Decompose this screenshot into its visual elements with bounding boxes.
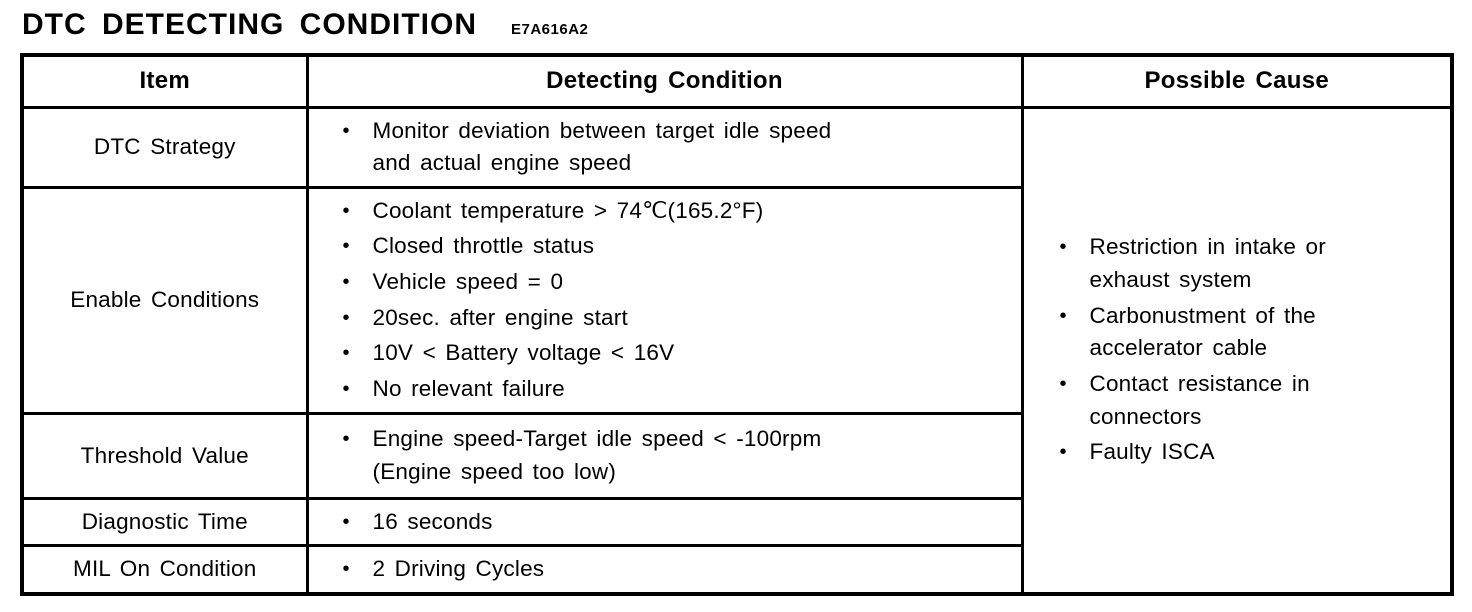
item-label-dtc-strategy: DTC Strategy bbox=[20, 105, 309, 189]
bullet-item: • 2 Driving Cycles bbox=[343, 553, 1011, 586]
bullet-icon: • bbox=[1059, 441, 1067, 464]
bullet-item: • Engine speed-Target idle speed < -100rp… bbox=[343, 423, 1011, 488]
bullet-item: • Faulty ISCA bbox=[1060, 436, 1441, 469]
table-row-enable-conditions: Enable Conditions • Coolant temperature >… bbox=[20, 185, 1452, 415]
bullet-text: Coolant temperature > 74℃(165.2°F) bbox=[372, 197, 764, 223]
bullet-item: • Vehicle speed = 0 bbox=[343, 266, 1011, 299]
bullet-text: Monitor deviation between target idle sp… bbox=[372, 117, 832, 176]
bullet-text: Closed throttle status bbox=[372, 233, 595, 259]
item-label-mil-on-condition: MIL On Condition bbox=[20, 544, 309, 596]
table-row-threshold-value: Threshold Value • Engine speed-Target idl… bbox=[20, 411, 1452, 500]
bullet-item: • Coolant temperature > 74℃(165.2°F) bbox=[343, 195, 1011, 228]
conditions-threshold-value: • Engine speed-Target idle speed < -100rp… bbox=[305, 411, 1024, 500]
bullet-item: • Carbonustment of the accelerator cable bbox=[1060, 300, 1441, 365]
bullet-text: Carbonustment of the accelerator cable bbox=[1089, 302, 1316, 361]
bullet-item: • Monitor deviation between target idle s… bbox=[343, 115, 1011, 180]
bullet-icon: • bbox=[342, 235, 350, 258]
bullet-text: No relevant failure bbox=[372, 375, 565, 401]
page-title: DTC DETECTING CONDITION bbox=[22, 8, 477, 41]
table-row-mil-on-condition: MIL On Condition • 2 Driving Cycles bbox=[20, 544, 1452, 596]
possible-cause-cell: • Restriction in intake or exhaust system… bbox=[1020, 105, 1454, 596]
bullet-item: • Closed throttle status bbox=[343, 230, 1011, 263]
bullet-text: Vehicle speed = 0 bbox=[372, 269, 564, 294]
bullet-text: 16 seconds bbox=[372, 508, 493, 534]
conditions-enable-conditions: • Coolant temperature > 74℃(165.2°F) • Clos… bbox=[305, 185, 1024, 415]
table-row-diagnostic-time: Diagnostic Time • 16 seconds bbox=[20, 496, 1452, 548]
col-header-possible-cause: Possible Cause bbox=[1020, 53, 1454, 109]
bullet-text: 20sec. after engine start bbox=[372, 304, 628, 330]
bullet-item: • 20sec. after engine start bbox=[343, 302, 1011, 335]
bullet-text: Engine speed-Target idle speed < -100rpm… bbox=[372, 425, 822, 484]
col-header-detecting-condition: Detecting Condition bbox=[305, 53, 1024, 109]
bullet-icon: • bbox=[342, 558, 350, 581]
bullet-icon: • bbox=[342, 119, 350, 142]
item-label-enable-conditions: Enable Conditions bbox=[20, 185, 309, 415]
bullet-icon: • bbox=[1059, 304, 1067, 327]
item-label-diagnostic-time: Diagnostic Time bbox=[20, 496, 309, 548]
dtc-detecting-condition-table: Item Detecting Condition Possible Cause … bbox=[20, 53, 1454, 596]
bullet-item: • No relevant failure bbox=[343, 373, 1011, 406]
conditions-mil-on-condition: • 2 Driving Cycles bbox=[305, 544, 1024, 596]
bullet-icon: • bbox=[342, 342, 350, 365]
bullet-item: • 10V < Battery voltage < 16V bbox=[343, 337, 1011, 370]
page-code: E7A616A2 bbox=[511, 21, 589, 38]
bullet-item: • Restriction in intake or exhaust system bbox=[1060, 231, 1441, 296]
table-header-row: Item Detecting Condition Possible Cause bbox=[20, 53, 1454, 109]
bullet-item: • 16 seconds bbox=[343, 506, 1011, 539]
conditions-diagnostic-time: • 16 seconds bbox=[305, 496, 1024, 548]
bullet-text: Faulty ISCA bbox=[1089, 439, 1215, 465]
table-row-dtc-strategy: DTC Strategy • Monitor deviation between … bbox=[20, 105, 1454, 596]
document-header: DTC DETECTING CONDITION E7A616A2 bbox=[0, 0, 1472, 42]
item-label-threshold-value: Threshold Value bbox=[20, 411, 309, 500]
bullet-icon: • bbox=[342, 306, 350, 329]
bullet-text: Contact resistance in connectors bbox=[1089, 370, 1310, 429]
bullet-icon: • bbox=[342, 427, 350, 450]
conditions-dtc-strategy: • Monitor deviation between target idle s… bbox=[305, 105, 1024, 189]
bullet-icon: • bbox=[1059, 372, 1067, 395]
bullet-icon: • bbox=[342, 510, 350, 533]
bullet-icon: • bbox=[342, 377, 350, 400]
bullet-text: 10V < Battery voltage < 16V bbox=[372, 340, 675, 366]
bullet-item: • Contact resistance in connectors bbox=[1060, 368, 1441, 433]
bullet-icon: • bbox=[342, 199, 350, 222]
bullet-icon: • bbox=[342, 271, 350, 293]
bullet-text: 2 Driving Cycles bbox=[372, 556, 545, 582]
col-header-item: Item bbox=[20, 53, 309, 109]
bullet-icon: • bbox=[1059, 236, 1067, 259]
bullet-text: Restriction in intake or exhaust system bbox=[1089, 234, 1326, 293]
